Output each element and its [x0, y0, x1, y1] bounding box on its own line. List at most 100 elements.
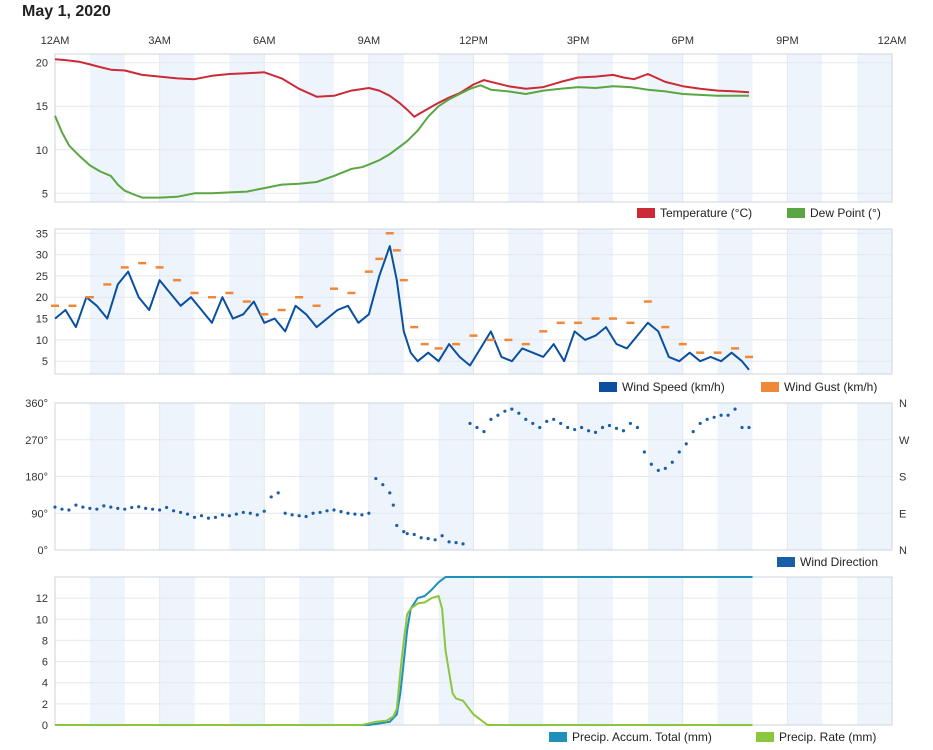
- direction-point: [531, 421, 535, 426]
- direction-point: [81, 505, 85, 509]
- compass-label: N: [899, 545, 907, 557]
- time-axis-label: 12AM: [41, 35, 70, 47]
- legend-label: Wind Direction: [800, 555, 878, 569]
- direction-point: [663, 466, 667, 470]
- legend-swatch: [756, 732, 774, 742]
- hour-band: [508, 229, 544, 374]
- compass-label: N: [899, 398, 907, 410]
- direction-point: [642, 450, 646, 454]
- wind-speed-line: [54, 245, 750, 371]
- legend-swatch: [599, 382, 617, 392]
- direction-point: [726, 413, 730, 417]
- direction-point: [712, 415, 716, 419]
- y-tick-label: 20: [36, 58, 48, 70]
- legend-swatch: [549, 732, 567, 742]
- direction-point: [607, 423, 612, 428]
- direction-point: [109, 505, 113, 509]
- direction-point: [262, 509, 266, 513]
- y-tick-label: 25: [36, 271, 48, 283]
- hour-band: [508, 54, 544, 202]
- hour-band: [89, 229, 125, 374]
- direction-point: [628, 421, 633, 426]
- direction-point: [178, 510, 183, 515]
- y-tick-label: 10: [36, 614, 48, 626]
- direction-point: [705, 417, 709, 421]
- dew-point-line: [54, 84, 749, 199]
- direction-point: [454, 541, 458, 545]
- direction-point: [740, 425, 744, 430]
- hour-band: [299, 577, 334, 725]
- direction-point: [719, 413, 723, 417]
- direction-point: [234, 512, 238, 516]
- page-title: May 1, 2020: [22, 3, 111, 20]
- direction-point: [447, 540, 451, 544]
- direction-point: [670, 460, 674, 464]
- direction-point: [374, 476, 378, 481]
- direction-point: [381, 483, 385, 487]
- direction-point: [656, 468, 660, 472]
- legend-label: Dew Point (°): [810, 206, 881, 220]
- direction-point: [255, 513, 259, 517]
- compass-label: E: [899, 508, 906, 520]
- direction-point: [573, 427, 577, 432]
- y-tick-label: 15: [36, 101, 48, 113]
- direction-point: [482, 429, 486, 434]
- direction-point: [353, 512, 357, 516]
- time-axis-label: 9AM: [358, 35, 381, 47]
- compass-label: W: [899, 435, 910, 447]
- direction-point: [290, 513, 294, 517]
- y-tick-label: 10: [36, 145, 48, 157]
- direction-point: [227, 514, 231, 518]
- direction-point: [698, 421, 702, 426]
- direction-point: [391, 503, 395, 507]
- legend-label: Precip. Rate (mm): [779, 730, 876, 744]
- direction-point: [123, 507, 127, 511]
- direction-point: [433, 538, 437, 542]
- direction-point: [95, 507, 99, 511]
- hour-band: [299, 229, 334, 374]
- hour-band: [857, 229, 892, 374]
- direction-point: [733, 407, 737, 411]
- direction-point: [524, 417, 528, 421]
- direction-point: [102, 504, 106, 508]
- direction-point: [165, 505, 169, 510]
- direction-point: [185, 512, 190, 516]
- direction-point: [88, 506, 92, 510]
- hour-band: [717, 54, 753, 202]
- direction-point: [346, 511, 350, 515]
- y-tick-label: 10: [36, 335, 48, 347]
- direction-point: [510, 407, 514, 411]
- hour-band: [299, 54, 334, 202]
- y-tick-label: 8: [42, 635, 48, 647]
- hour-band: [857, 577, 892, 725]
- direction-point: [311, 511, 315, 515]
- hour-band: [229, 577, 265, 725]
- direction-point: [199, 514, 204, 518]
- direction-point: [580, 425, 584, 430]
- y-tick-label: 35: [36, 228, 48, 240]
- direction-point: [116, 506, 120, 510]
- time-axis-label: 3AM: [148, 35, 171, 47]
- direction-point: [559, 421, 563, 426]
- direction-point: [538, 425, 542, 430]
- plot-frame: [54, 53, 893, 203]
- direction-point: [248, 511, 252, 515]
- temperature-line: [54, 58, 750, 118]
- direction-point: [53, 505, 57, 509]
- direction-point: [241, 510, 245, 515]
- hour-band: [647, 577, 683, 725]
- direction-point: [192, 515, 197, 519]
- direction-point: [461, 542, 465, 546]
- hour-band: [787, 577, 823, 725]
- time-axis-label: 6PM: [671, 35, 694, 47]
- direction-point: [213, 515, 218, 519]
- hour-band: [368, 54, 404, 202]
- direction-point: [318, 510, 322, 515]
- hour-band: [647, 54, 683, 202]
- y-tick-label: 0: [42, 720, 48, 732]
- direction-point: [360, 513, 364, 517]
- direction-point: [593, 430, 598, 434]
- y-tick-label: 4: [42, 678, 48, 690]
- direction-point: [552, 417, 556, 421]
